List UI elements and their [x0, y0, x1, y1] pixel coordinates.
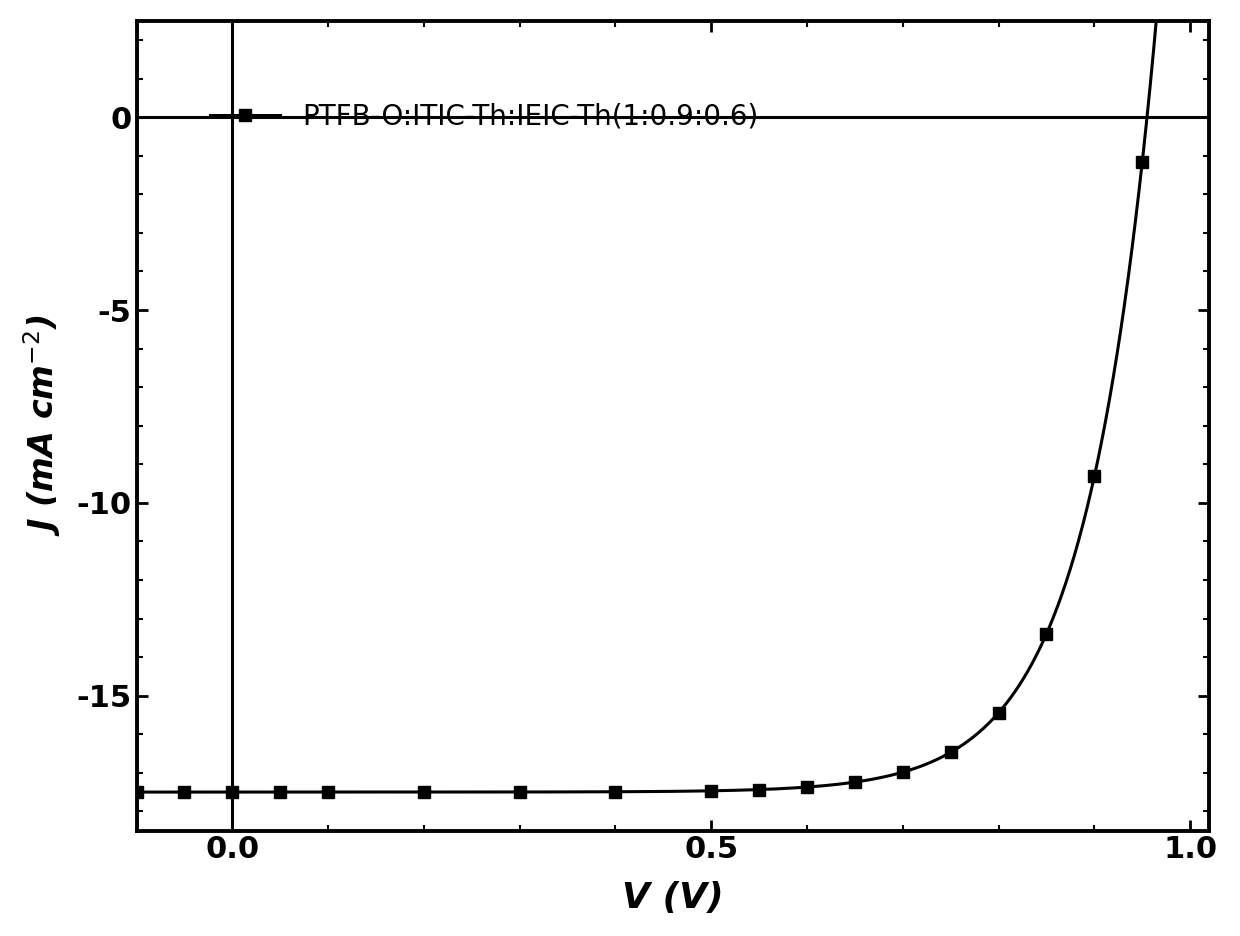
- Y-axis label: J (mA cm$^{-2}$): J (mA cm$^{-2}$): [21, 315, 63, 536]
- Legend: PTFB-O:ITIC-Th:IEIC-Th(1:0.9:0.6): PTFB-O:ITIC-Th:IEIC-Th(1:0.9:0.6): [182, 75, 786, 159]
- X-axis label: V (V): V (V): [622, 881, 724, 915]
